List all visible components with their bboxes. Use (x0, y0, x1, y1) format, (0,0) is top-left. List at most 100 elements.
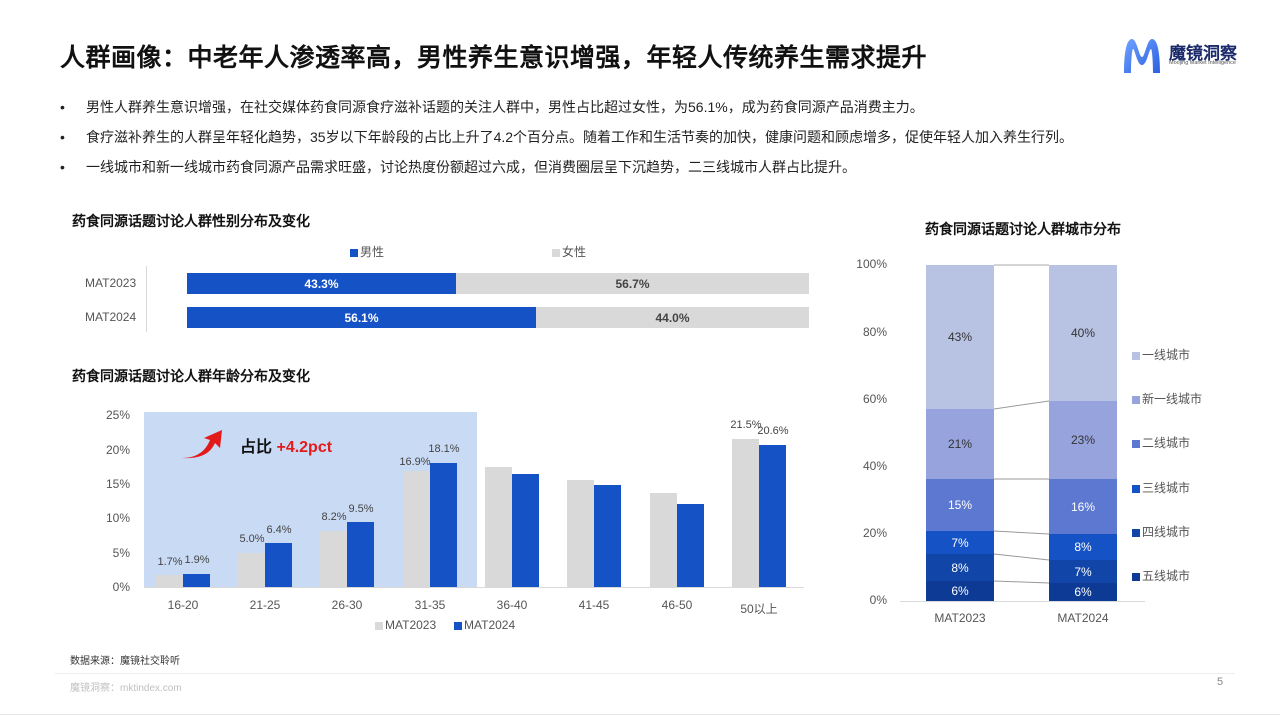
bar-2023-31-35 (403, 471, 430, 587)
key-findings-list: 男性人群养生意识增强，在社交媒体药食同源食疗滋补话题的关注人群中，男性占比超过女… (60, 92, 1240, 182)
y-tick: 40% (862, 459, 887, 473)
bar-2024-16-20 (183, 574, 210, 587)
x-tick: 50以上 (740, 602, 778, 616)
y-tick: 20% (105, 443, 130, 457)
gender-bar-male-2024: 56.1% (187, 307, 536, 328)
gender-bar-female-2023: 56.7% (456, 273, 809, 294)
bar-2024-36-40 (512, 474, 539, 587)
x-tick: 16-20 (167, 598, 199, 612)
gender-axis-line (146, 266, 147, 332)
seg-2024-tier4: 7% (1049, 560, 1117, 583)
legend-swatch-2024 (454, 621, 462, 630)
seg-2024-newtier1: 23% (1049, 401, 1117, 479)
bar-label: 8.2% (321, 511, 347, 523)
bar-2023-46-50 (650, 493, 677, 587)
bar-label: 6.4% (266, 524, 292, 536)
bar-2023-21-25 (238, 553, 265, 587)
bar-2023-50-plus (732, 439, 759, 587)
seg-2024-tier2: 16% (1049, 479, 1117, 534)
site-link[interactable]: 魔镜洞察：mktindex.com (70, 683, 182, 694)
bar-label: 20.6% (757, 425, 789, 437)
data-source: 数据来源：魔镜社交聆听 (70, 656, 180, 667)
gender-row-label: MAT2024 (85, 310, 137, 324)
bar-2024-21-25 (265, 543, 292, 587)
x-tick: 31-35 (414, 598, 446, 612)
bar-label: 21.5% (730, 419, 762, 431)
bar-2023-36-40 (485, 467, 512, 587)
legend-tier4: 四线城市 (1132, 523, 1190, 540)
growth-annotation: 占比 +4.2pct (240, 439, 333, 456)
m-logo-icon (1124, 39, 1160, 73)
bar-label: 1.9% (184, 554, 210, 566)
city-connector-lines (994, 264, 1049, 584)
y-tick: 80% (862, 325, 887, 339)
legend-swatch-2023 (375, 621, 383, 630)
brand-logo: 魔镜洞察 Moojing Market Intelligence (1120, 35, 1250, 75)
bullet-item: 食疗滋补养生的人群呈年轻化趋势，35岁以下年龄段的占比上升了4.2个百分点。随着… (60, 122, 1240, 152)
gender-row-label: MAT2023 (85, 276, 137, 290)
bottom-divider (0, 714, 1280, 715)
x-tick: 46-50 (661, 598, 693, 612)
y-tick: 60% (862, 392, 887, 406)
y-tick: 20% (862, 526, 887, 540)
footer-divider (55, 673, 1235, 674)
page-number: 5 (1217, 676, 1224, 688)
legend-swatch-male (350, 248, 358, 257)
bar-2024-31-35 (430, 463, 457, 587)
y-tick: 10% (105, 511, 130, 525)
x-tick: 41-45 (578, 598, 610, 612)
logo-name: 魔镜洞察 (1169, 44, 1237, 63)
y-tick: 0% (112, 580, 130, 594)
y-tick: 100% (856, 257, 887, 271)
city-chart-title: 药食同源话题讨论人群城市分布 (925, 221, 1121, 237)
x-tick: 26-30 (331, 598, 363, 612)
bullet-item: 男性人群养生意识增强，在社交媒体药食同源食疗滋补话题的关注人群中，男性占比超过女… (60, 92, 1240, 122)
legend-tier3: 三线城市 (1132, 479, 1190, 496)
x-tick: 36-40 (496, 598, 528, 612)
seg-2023-tier5: 6% (926, 581, 994, 601)
bar-label: 1.7% (157, 556, 183, 568)
bullet-item: 一线城市和新一线城市药食同源产品需求旺盛，讨论热度份额超过六成，但消费圈层呈下沉… (60, 152, 1240, 182)
bar-label: 18.1% (428, 443, 460, 455)
bar-2024-26-30 (347, 522, 374, 587)
seg-2023-tier3: 7% (926, 531, 994, 554)
seg-2024-tier3: 8% (1049, 534, 1117, 560)
y-tick: 0% (869, 593, 887, 607)
legend-mat2023: MAT2023 (375, 618, 436, 632)
gender-bar-female-2024: 44.0% (536, 307, 809, 328)
red-curved-arrow-icon (182, 430, 222, 459)
legend-tier2: 二线城市 (1132, 434, 1190, 451)
legend-newtier1: 新一线城市 (1132, 390, 1202, 407)
legend-tier5: 五线城市 (1132, 567, 1190, 584)
bar-2024-50-plus (759, 445, 786, 587)
seg-2023-newtier1: 21% (926, 409, 994, 479)
page-title: 人群画像：中老年人渗透率高，男性养生意识增强，年轻人传统养生需求提升 (60, 44, 928, 72)
city-x-axis (900, 601, 1145, 602)
x-tick: 21-25 (249, 598, 281, 612)
seg-2024-tier5: 6% (1049, 583, 1117, 601)
bar-2023-26-30 (320, 531, 347, 587)
bar-2024-46-50 (677, 504, 704, 587)
bar-label: 9.5% (348, 503, 374, 515)
x-tick: MAT2023 (934, 611, 986, 625)
seg-2023-tier1: 43% (926, 265, 994, 409)
bar-2024-41-45 (594, 485, 621, 587)
y-tick: 25% (105, 408, 130, 422)
bar-2023-41-45 (567, 480, 594, 587)
gender-chart-title: 药食同源话题讨论人群性别分布及变化 (72, 213, 310, 229)
bar-2023-16-20 (156, 575, 183, 587)
bar-label: 16.9% (399, 456, 431, 468)
age-x-axis (144, 587, 804, 588)
age-chart-title: 药食同源话题讨论人群年龄分布及变化 (72, 368, 310, 384)
legend-female: 女性 (552, 243, 586, 260)
y-tick: 15% (105, 477, 130, 491)
legend-male: 男性 (350, 243, 384, 260)
x-tick: MAT2024 (1057, 611, 1109, 625)
y-tick: 5% (112, 546, 130, 560)
gender-bar-male-2023: 43.3% (187, 273, 456, 294)
legend-swatch-female (552, 248, 560, 257)
seg-2024-tier1: 40% (1049, 265, 1117, 401)
legend-mat2024: MAT2024 (454, 618, 515, 632)
logo-subtitle: Moojing Market Intelligence (1169, 60, 1236, 66)
bar-label: 5.0% (239, 533, 265, 545)
